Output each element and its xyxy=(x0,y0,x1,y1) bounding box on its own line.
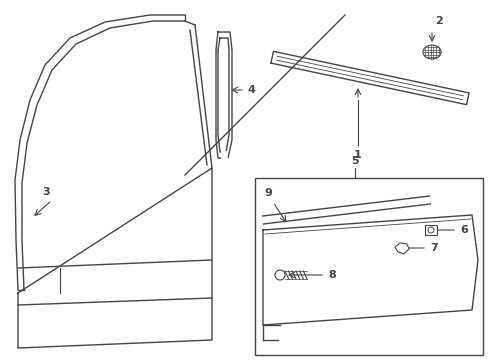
Text: 7: 7 xyxy=(429,243,437,253)
Bar xyxy=(254,178,482,355)
Text: 1: 1 xyxy=(353,150,361,160)
Text: 9: 9 xyxy=(264,188,271,198)
Text: 3: 3 xyxy=(42,187,50,197)
Ellipse shape xyxy=(259,216,266,224)
Circle shape xyxy=(274,270,285,280)
Ellipse shape xyxy=(425,196,433,204)
Text: 4: 4 xyxy=(247,85,255,95)
Text: 2: 2 xyxy=(434,16,442,26)
Circle shape xyxy=(427,227,433,233)
Bar xyxy=(424,225,436,235)
Text: 6: 6 xyxy=(459,225,467,235)
Polygon shape xyxy=(394,243,408,254)
Text: 8: 8 xyxy=(327,270,335,280)
Ellipse shape xyxy=(422,45,440,59)
Text: 5: 5 xyxy=(350,156,358,166)
